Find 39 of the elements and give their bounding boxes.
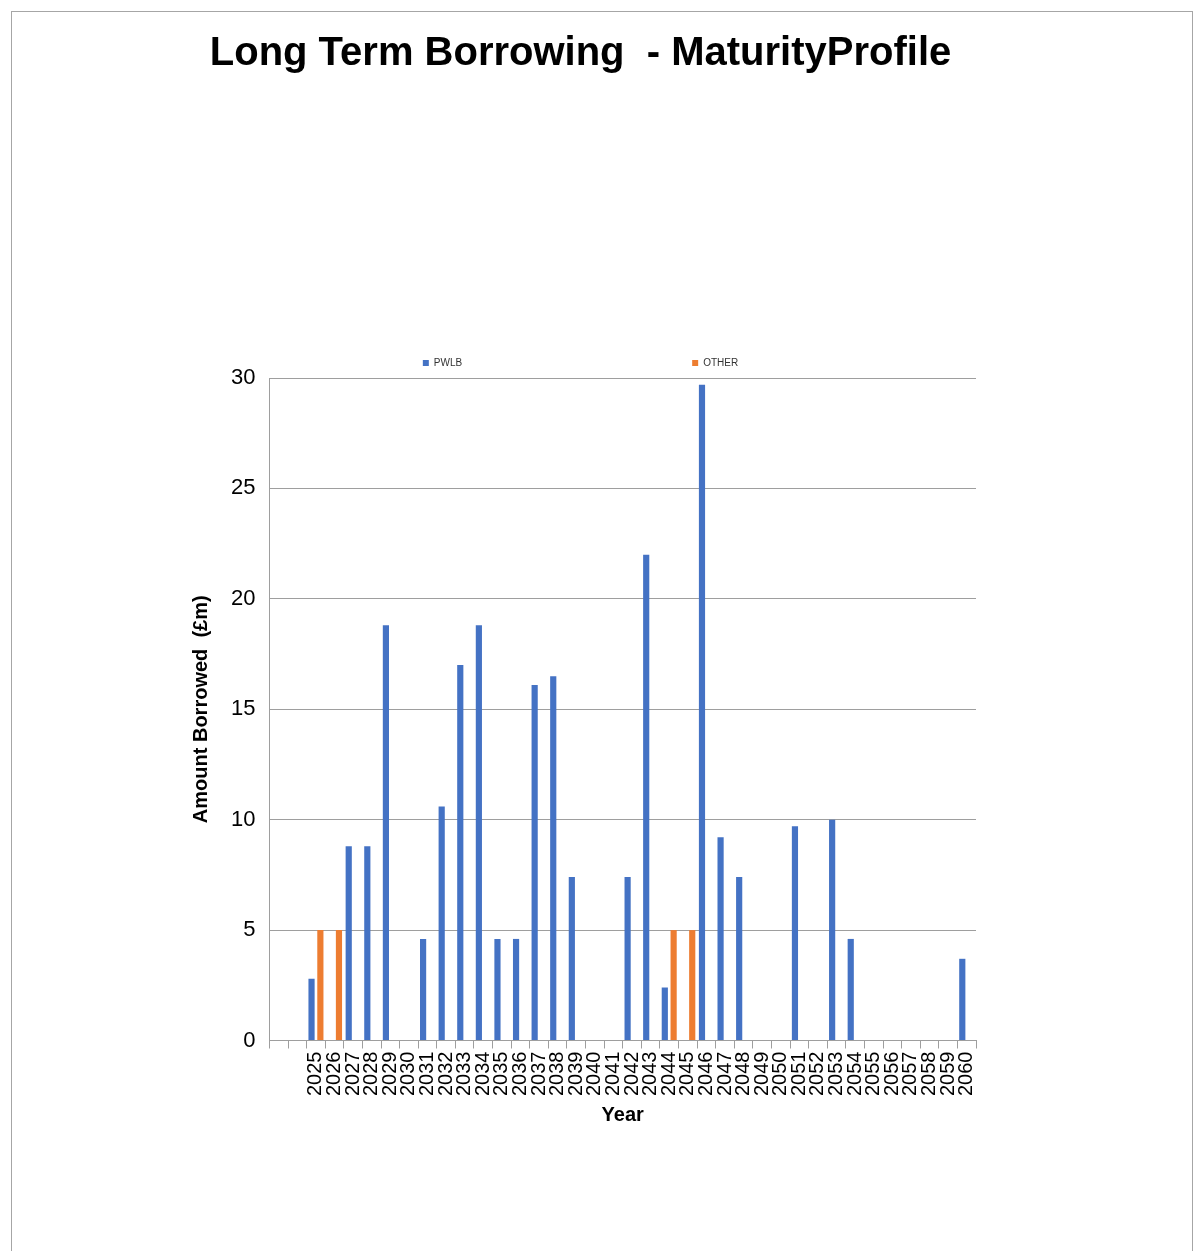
bar bbox=[624, 877, 631, 1041]
bar bbox=[438, 806, 445, 1041]
y-tick-label: 30 bbox=[230, 364, 256, 390]
legend-label: OTHER bbox=[703, 356, 739, 368]
y-tick-label: 5 bbox=[243, 916, 256, 942]
bar bbox=[345, 846, 352, 1041]
bar bbox=[531, 684, 538, 1041]
bar bbox=[736, 877, 743, 1041]
legend-label: PWLB bbox=[433, 356, 463, 368]
bar bbox=[420, 938, 427, 1041]
bar bbox=[643, 554, 650, 1041]
bar bbox=[847, 938, 854, 1041]
y-axis-title: Amount Borrowed (£m) bbox=[188, 595, 211, 824]
bar bbox=[317, 930, 324, 1041]
y-tick-label: 0 bbox=[243, 1026, 256, 1052]
bar bbox=[382, 625, 389, 1041]
bar bbox=[364, 846, 371, 1041]
bar bbox=[457, 665, 464, 1041]
y-tick-label: 10 bbox=[230, 805, 256, 831]
bar bbox=[475, 625, 482, 1041]
bar bbox=[512, 938, 520, 1041]
bar bbox=[791, 826, 799, 1041]
bar bbox=[568, 877, 575, 1041]
y-tick-label: 15 bbox=[230, 695, 256, 721]
bar bbox=[494, 938, 501, 1041]
bar bbox=[661, 987, 668, 1041]
bar bbox=[550, 676, 557, 1041]
y-tick-label: 25 bbox=[230, 474, 256, 500]
y-tick-label: 20 bbox=[230, 584, 256, 610]
bar bbox=[308, 978, 315, 1041]
bar bbox=[670, 930, 677, 1041]
chart-title: Long Term Borrowing - MaturityProfile bbox=[209, 29, 952, 74]
bar bbox=[717, 837, 724, 1041]
bar bbox=[829, 819, 836, 1041]
bar bbox=[959, 958, 966, 1041]
bar bbox=[335, 930, 343, 1041]
bar bbox=[698, 384, 706, 1041]
bar bbox=[689, 930, 696, 1041]
x-axis-title: Year bbox=[601, 1102, 645, 1125]
